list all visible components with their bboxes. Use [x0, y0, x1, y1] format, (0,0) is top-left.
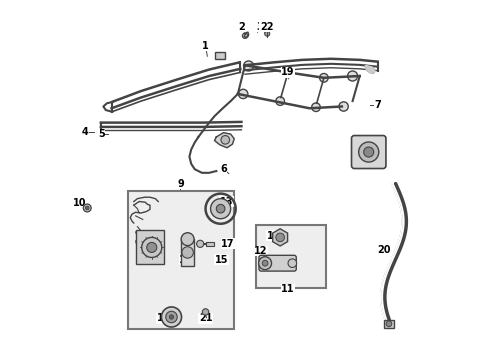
Bar	[181, 239, 194, 266]
Bar	[256, 225, 326, 288]
Circle shape	[166, 311, 177, 323]
Polygon shape	[215, 133, 234, 148]
Text: 2: 2	[238, 22, 245, 32]
Text: 21: 21	[199, 313, 212, 323]
Circle shape	[312, 103, 320, 112]
Text: 8: 8	[375, 146, 382, 156]
Circle shape	[83, 204, 91, 212]
Circle shape	[284, 68, 293, 77]
Text: 13: 13	[220, 197, 233, 207]
Text: 3: 3	[256, 22, 263, 32]
Circle shape	[196, 240, 204, 247]
Text: 10: 10	[74, 198, 87, 208]
Circle shape	[147, 242, 157, 252]
Circle shape	[276, 233, 285, 242]
Circle shape	[339, 102, 348, 111]
Circle shape	[161, 307, 181, 327]
Bar	[384, 320, 394, 328]
Circle shape	[85, 206, 89, 210]
Circle shape	[221, 135, 230, 144]
Circle shape	[142, 237, 162, 257]
Text: 16: 16	[156, 313, 170, 323]
Circle shape	[364, 147, 374, 157]
Circle shape	[359, 142, 379, 162]
Circle shape	[211, 199, 231, 219]
Circle shape	[182, 247, 194, 258]
Circle shape	[244, 61, 254, 71]
FancyBboxPatch shape	[351, 135, 386, 168]
Text: 6: 6	[220, 164, 227, 174]
Text: 7: 7	[374, 100, 381, 110]
Circle shape	[259, 257, 271, 270]
Circle shape	[386, 321, 392, 327]
Text: 14: 14	[267, 231, 280, 240]
Circle shape	[319, 73, 328, 82]
Text: 4: 4	[82, 127, 89, 136]
Text: 22: 22	[260, 22, 273, 32]
Text: 5: 5	[98, 129, 105, 139]
Circle shape	[202, 309, 209, 315]
Bar	[128, 191, 234, 329]
Circle shape	[288, 259, 296, 267]
Text: 11: 11	[281, 284, 295, 294]
Bar	[206, 242, 214, 246]
Circle shape	[170, 315, 173, 319]
Text: 9: 9	[177, 179, 184, 189]
Text: 19: 19	[281, 67, 295, 77]
Text: 1: 1	[202, 41, 209, 50]
Text: 17: 17	[221, 239, 235, 249]
Circle shape	[239, 89, 248, 99]
Circle shape	[347, 71, 358, 81]
Circle shape	[181, 233, 194, 246]
Text: 20: 20	[377, 245, 391, 255]
Text: 15: 15	[215, 255, 228, 265]
Circle shape	[262, 260, 268, 266]
Bar	[136, 230, 164, 264]
Text: 18: 18	[179, 255, 193, 265]
Circle shape	[265, 31, 270, 36]
Bar	[215, 51, 225, 59]
Text: 12: 12	[254, 246, 268, 256]
Polygon shape	[365, 65, 375, 73]
FancyBboxPatch shape	[259, 255, 296, 271]
Circle shape	[276, 97, 285, 105]
Circle shape	[216, 204, 225, 213]
